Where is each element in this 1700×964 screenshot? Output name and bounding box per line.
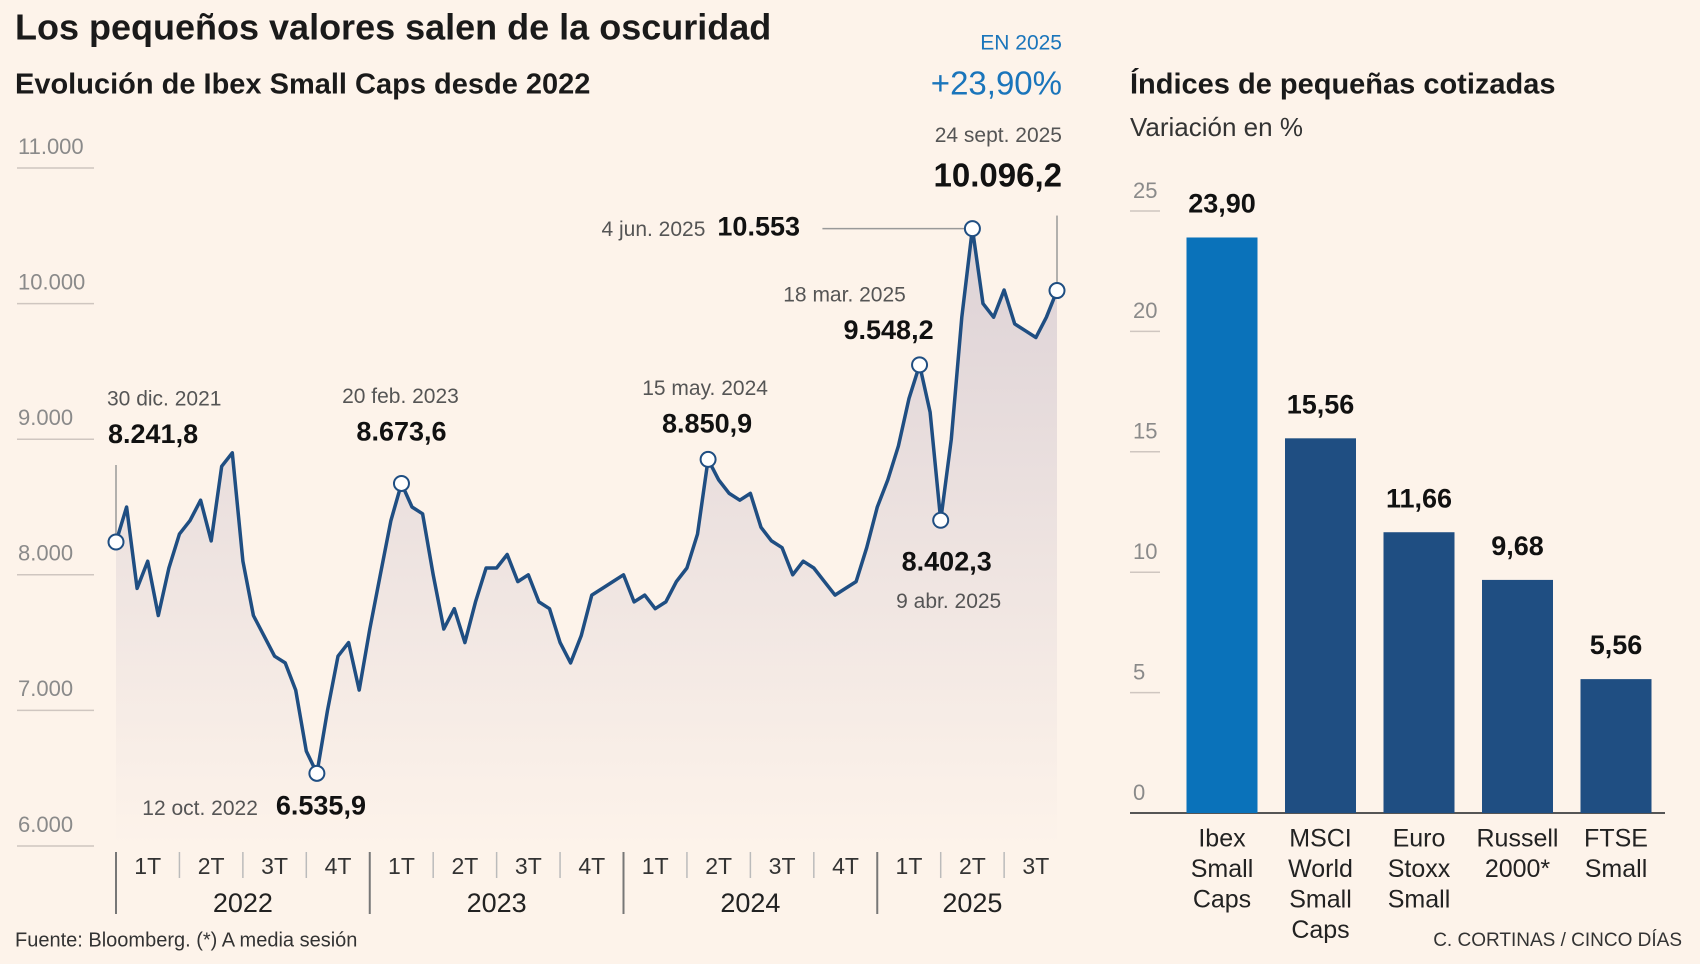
bar-value-label: 23,90	[1188, 189, 1256, 219]
bar	[1482, 579, 1553, 813]
category-label: MSCI	[1289, 825, 1352, 853]
y-tick-label: 11.000	[18, 134, 84, 159]
category-label: Russell	[1477, 825, 1559, 853]
annotation-point	[911, 356, 929, 374]
year-label: 2024	[720, 888, 780, 918]
area-fill	[116, 228, 1057, 847]
main-title: Los pequeños valores salen de la oscurid…	[15, 7, 771, 48]
x-tick-label: 2T	[705, 853, 732, 879]
y-tick-label: 9.000	[18, 405, 73, 430]
bar-value-label: 11,66	[1386, 483, 1452, 513]
annotation-date: 9 abr. 2025	[896, 590, 1001, 613]
year-label: 2023	[467, 888, 527, 918]
bar	[1186, 237, 1258, 813]
y-tick-label: 7.000	[18, 676, 73, 701]
y-tick-label: 10.000	[18, 269, 85, 294]
y-tick-label: 8.000	[18, 541, 73, 566]
category-label: Stoxx	[1388, 855, 1451, 883]
x-tick-label: 4T	[578, 853, 605, 879]
bar	[1383, 532, 1455, 813]
category-label: World	[1288, 855, 1353, 883]
annotation-value: 6.535,9	[276, 790, 366, 820]
y-tick-label: 6.000	[18, 812, 73, 837]
x-tick-label: 1T	[388, 853, 415, 879]
x-tick-label: 4T	[832, 853, 859, 879]
y-tick-label: 20	[1133, 298, 1157, 323]
bar-value-label: 5,56	[1590, 630, 1643, 660]
annotation-value: 9.548,2	[844, 315, 934, 345]
category-label: Small	[1585, 855, 1648, 883]
annotation-value: 8.402,3	[902, 546, 992, 576]
x-tick-label: 3T	[261, 853, 288, 879]
y-tick-label: 15	[1133, 419, 1157, 444]
x-tick-label: 3T	[769, 853, 796, 879]
category-label: FTSE	[1584, 825, 1648, 853]
annotation-date: 12 oct. 2022	[142, 797, 258, 820]
category-label: Caps	[1291, 916, 1349, 944]
year-label: 2022	[213, 888, 273, 918]
annotation-point	[963, 220, 981, 238]
bar	[1580, 679, 1652, 813]
annotation-value: 8.673,6	[356, 417, 446, 447]
annotation-date: 15 may. 2024	[642, 377, 768, 400]
annotation-point	[699, 450, 717, 468]
annotation-date: 4 jun. 2025	[601, 218, 705, 241]
x-tick-label: 3T	[515, 853, 542, 879]
bar-title: Índices de pequeñas cotizadas	[1130, 67, 1555, 101]
y-tick-label: 5	[1133, 659, 1145, 684]
category-label: Euro	[1393, 825, 1446, 853]
highlight-value: +23,90%	[931, 65, 1062, 102]
category-label: Caps	[1193, 886, 1251, 914]
category-label: Small	[1388, 886, 1451, 914]
price-line	[114, 226, 1059, 776]
annotation-point	[932, 511, 950, 529]
annotation-date: 24 sept. 2025	[935, 124, 1062, 147]
x-tick-label: 3T	[1022, 853, 1049, 879]
annotation-point	[308, 764, 326, 782]
line-title: Evolución de Ibex Small Caps desde 2022	[15, 69, 590, 101]
credit: C. CORTINAS / CINCO DÍAS	[1433, 930, 1682, 951]
x-tick-label: 2T	[198, 853, 225, 879]
annotation-date: 20 feb. 2023	[342, 385, 459, 408]
annotation-value: 10.096,2	[934, 156, 1062, 193]
annotation-point	[392, 474, 410, 492]
bar-subtitle: Variación en %	[1130, 112, 1303, 142]
annotation-value: 8.850,9	[662, 409, 752, 439]
highlight-label: EN 2025	[980, 32, 1062, 55]
annotation-point	[107, 533, 125, 551]
category-label: Ibex	[1198, 825, 1246, 853]
x-tick-label: 2T	[959, 853, 986, 879]
year-label: 2025	[942, 888, 1002, 918]
x-tick-label: 1T	[642, 853, 669, 879]
source: Fuente: Bloomberg. (*) A media sesión	[15, 929, 357, 951]
annotation-date: 18 mar. 2025	[783, 283, 906, 306]
x-tick-label: 2T	[451, 853, 478, 879]
bar-value-label: 9,68	[1491, 531, 1544, 561]
x-tick-label: 1T	[134, 853, 161, 879]
bar-value-label: 15,56	[1287, 389, 1355, 419]
annotation-value: 8.241,8	[108, 419, 198, 449]
x-tick-label: 1T	[896, 853, 923, 879]
annotation-date: 30 dic. 2021	[107, 388, 221, 411]
category-label: Small	[1191, 855, 1254, 883]
y-tick-label: 25	[1133, 178, 1157, 203]
bar	[1285, 438, 1356, 813]
annotation-value: 10.553	[717, 212, 800, 242]
annotation-point	[1048, 282, 1066, 300]
category-label: Small	[1289, 886, 1352, 914]
y-tick-label: 0	[1133, 780, 1145, 805]
x-tick-label: 4T	[325, 853, 352, 879]
y-tick-label: 10	[1133, 539, 1157, 564]
category-label: 2000*	[1485, 855, 1551, 883]
